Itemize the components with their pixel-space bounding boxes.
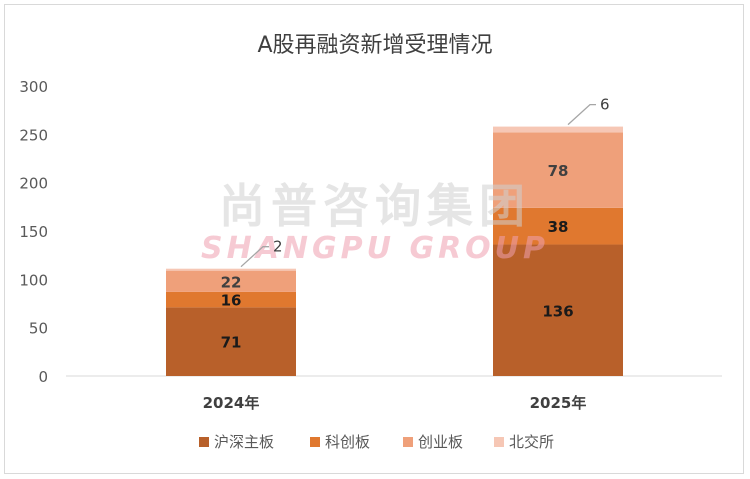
legend: 沪深主板 科创板 创业板 北交所 (199, 433, 554, 451)
data-label: 38 (548, 218, 569, 236)
y-tick-label: 50 (29, 320, 48, 338)
legend-label: 科创板 (325, 433, 370, 451)
bar-segment (166, 268, 296, 271)
legend-label: 沪深主板 (214, 433, 274, 451)
axis-layer: 0 50 100 150 200 250 300 2024年 2025年 (19, 78, 722, 412)
bar-segment (493, 126, 623, 133)
data-label: 22 (221, 273, 242, 291)
watermark: 尚普咨询集团 SHANGPU GROUP (201, 179, 549, 266)
y-tick-label: 150 (19, 223, 48, 241)
leader-line (240, 246, 269, 268)
watermark-line1: 尚普咨询集团 (219, 179, 531, 233)
data-label: 16 (221, 292, 242, 310)
bars-layer (166, 126, 623, 376)
y-tick-label: 0 (38, 368, 48, 386)
bar-segment (493, 132, 623, 208)
bar-segment (166, 307, 296, 376)
legend-label: 创业板 (418, 433, 463, 451)
data-label: 136 (542, 302, 573, 320)
legend-swatch (494, 437, 504, 447)
legend-swatch (199, 437, 209, 447)
chart-title: A股再融资新增受理情况 (257, 33, 492, 58)
data-label: 6 (600, 96, 610, 114)
bar-segment (493, 244, 623, 376)
legend-label: 北交所 (509, 433, 554, 451)
legend-swatch (310, 437, 320, 447)
bar-segment (166, 270, 296, 292)
legend-swatch (403, 437, 413, 447)
leader-line (567, 103, 596, 126)
y-tick-label: 300 (19, 78, 48, 96)
x-tick-label: 2024年 (203, 394, 260, 412)
y-tick-label: 200 (19, 175, 48, 193)
bar-segment (493, 207, 623, 245)
bar-segment (166, 291, 296, 308)
watermark-line2: SHANGPU GROUP (201, 231, 549, 266)
y-tick-label: 100 (19, 271, 48, 289)
y-tick-label: 250 (19, 126, 48, 144)
data-label: 78 (548, 162, 569, 180)
data-label: 71 (221, 334, 242, 352)
data-label: 2 (273, 238, 283, 256)
x-tick-label: 2025年 (530, 394, 587, 412)
